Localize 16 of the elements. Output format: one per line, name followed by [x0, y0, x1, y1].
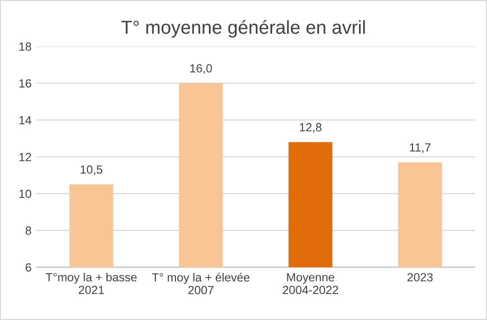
data-label: 11,7	[410, 143, 430, 154]
x-tick-label: T° moy la + élevée 2007	[152, 272, 250, 294]
y-tick-label: 10	[19, 190, 32, 198]
data-label: 16,0	[190, 64, 212, 74]
data-label: 10,5	[80, 165, 102, 176]
chart-title: T° moyenne générale en avril	[121, 20, 365, 38]
y-tick-label: 12	[19, 152, 32, 162]
x-tick-label: 2023	[408, 273, 433, 282]
y-tick-label: 8	[26, 226, 32, 235]
data-label: 12,8	[300, 123, 322, 133]
y-tick-label: 14	[19, 116, 32, 124]
x-tick-label: Moyenne 2004-2022	[282, 273, 338, 294]
y-tick-label: 16	[19, 79, 32, 88]
y-tick-label: 6	[26, 263, 32, 272]
x-tick-label: T°moy la + basse 2021	[46, 272, 137, 294]
y-tick-label: 18	[19, 42, 32, 51]
